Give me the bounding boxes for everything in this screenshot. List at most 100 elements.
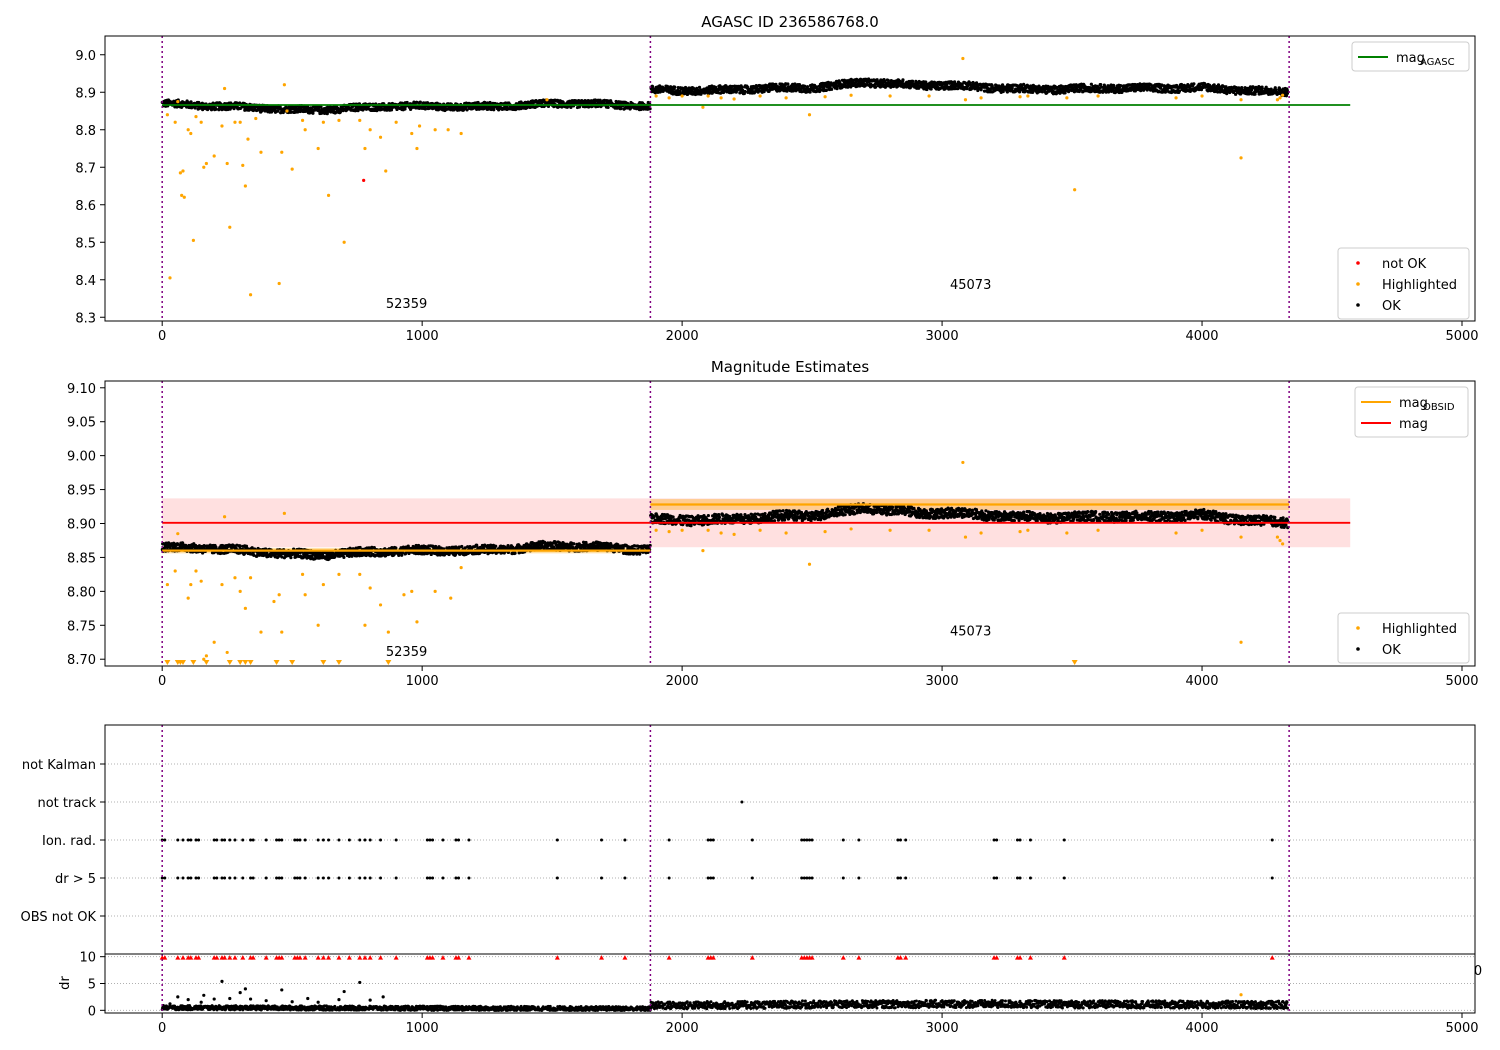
obsid-annotation: 52359 <box>386 297 427 312</box>
highlighted-point <box>719 96 723 100</box>
highlighted-point <box>225 161 229 166</box>
highlighted-point <box>181 169 185 173</box>
highlighted-point <box>732 97 736 101</box>
y-tick-label: 8.6 <box>75 199 96 214</box>
highlighted-point <box>182 195 186 199</box>
ok-point <box>651 85 655 89</box>
ok-point <box>1260 85 1264 89</box>
highlighted-point <box>394 120 398 124</box>
x-tick-label: 2000 <box>666 329 699 344</box>
highlighted-point <box>1200 94 1204 98</box>
highlighted-point <box>238 120 242 124</box>
highlighted-point <box>321 120 325 124</box>
highlighted-point <box>701 105 705 109</box>
highlighted-point <box>667 96 671 100</box>
magnitude-estimates-title: Magnitude Estimates <box>711 358 869 376</box>
highlighted-point <box>316 146 320 151</box>
ok-point <box>572 542 576 546</box>
y-tick-label: 8.8 <box>75 124 96 139</box>
highlighted-point <box>326 193 331 197</box>
highlighted-point <box>459 131 463 136</box>
ok-point <box>1040 90 1044 94</box>
ok-point <box>889 79 894 83</box>
highlighted-point <box>1278 96 1282 100</box>
ok-point <box>234 101 239 105</box>
highlighted-point <box>280 150 284 154</box>
ok-point <box>243 108 247 112</box>
highlighted-point <box>1239 98 1243 102</box>
ok-point <box>1192 82 1196 86</box>
highlighted-point <box>384 169 388 173</box>
legend-label: OK <box>1382 299 1401 314</box>
highlighted-point <box>285 109 289 113</box>
ok-point <box>1010 86 1014 90</box>
y-tick-label: 8.3 <box>75 311 96 326</box>
highlighted-point <box>303 128 307 132</box>
ok-point <box>214 107 218 111</box>
ok-point <box>901 78 905 82</box>
highlighted-point <box>1026 94 1030 98</box>
highlighted-point <box>241 163 245 167</box>
ok-point <box>1212 83 1216 87</box>
highlighted-point <box>433 128 437 132</box>
ok-point <box>824 88 829 92</box>
highlighted-point <box>178 171 182 175</box>
highlighted-point <box>186 128 190 132</box>
highlighted-point <box>180 193 184 197</box>
ok-point <box>519 100 523 104</box>
highlighted-point <box>173 120 177 124</box>
legend-point-swatch <box>1356 303 1360 307</box>
highlighted-point <box>358 118 362 122</box>
highlighted-point <box>199 120 203 124</box>
ok-point <box>276 109 280 113</box>
y-tick-label: 8.5 <box>75 236 96 251</box>
highlighted-point <box>1275 98 1280 102</box>
ok-point <box>289 556 293 560</box>
highlighted-point <box>194 115 198 119</box>
y-tick-label: 8.9 <box>75 86 96 101</box>
not-ok-point <box>362 178 366 182</box>
y-tick-label: 8.7 <box>75 161 96 176</box>
highlighted-point <box>363 146 367 151</box>
highlighted-point <box>807 113 812 117</box>
ok-point <box>661 517 665 521</box>
ok-point <box>830 87 834 91</box>
highlighted-point <box>243 184 247 188</box>
highlighted-point <box>248 293 253 297</box>
highlighted-point <box>222 86 227 91</box>
ok-point <box>743 89 747 94</box>
highlighted-point <box>212 154 216 158</box>
highlighted-point <box>823 95 827 99</box>
ok-point <box>786 82 790 86</box>
highlighted-point <box>342 240 346 244</box>
ok-point <box>606 105 610 110</box>
highlighted-point <box>849 93 853 97</box>
ok-point <box>311 111 315 115</box>
highlighted-point <box>1239 156 1243 160</box>
legend-point-swatch <box>1356 282 1360 286</box>
highlighted-point <box>1073 188 1077 192</box>
highlighted-point <box>246 137 250 141</box>
highlighted-point <box>654 94 658 98</box>
y-tick-label: 8.4 <box>75 274 96 289</box>
highlighted-point <box>378 135 383 139</box>
obsid-annotation: 45073 <box>950 278 991 293</box>
ok-point <box>873 85 878 89</box>
legend-label: Highlighted <box>1382 278 1457 293</box>
highlighted-point <box>165 113 169 117</box>
highlighted-point <box>300 118 305 122</box>
ok-point <box>418 100 422 104</box>
highlighted-point <box>1065 96 1069 100</box>
highlighted-point <box>202 165 206 169</box>
highlighted-point <box>228 225 232 229</box>
legend-label: not OK <box>1382 257 1427 272</box>
highlighted-point <box>191 238 195 242</box>
highlighted-point <box>417 124 422 128</box>
legend-point-swatch <box>1356 261 1360 265</box>
highlighted-point <box>220 124 224 128</box>
y-tick-label: 9.0 <box>75 49 96 64</box>
ok-point <box>488 100 492 105</box>
highlighted-point <box>337 118 341 122</box>
highlighted-point <box>1018 95 1022 99</box>
ok-point <box>492 108 496 112</box>
